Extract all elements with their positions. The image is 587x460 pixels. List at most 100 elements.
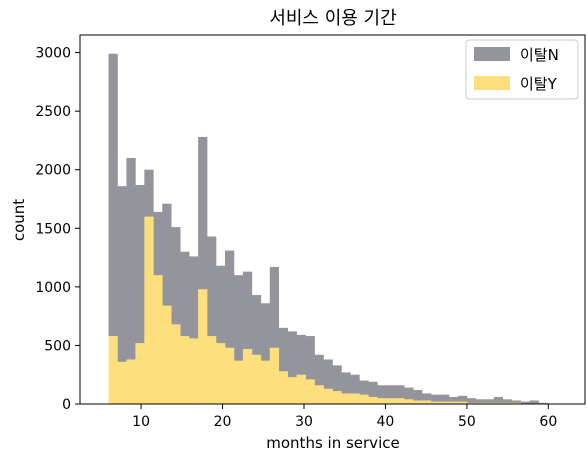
bar-n-14 — [233, 275, 244, 404]
bar-y-36 — [431, 401, 441, 404]
bar-n-26 — [341, 372, 351, 404]
y-tick-label-2500: 2500 — [35, 104, 71, 120]
bar-n-35 — [422, 393, 432, 404]
bar-n-44 — [502, 399, 512, 404]
bar-n-6 — [162, 203, 172, 404]
bar-y-14 — [233, 360, 244, 404]
bars-series-y — [108, 216, 548, 404]
bar-y-1 — [117, 361, 127, 404]
bar-n-41 — [475, 399, 486, 404]
bar-n-40 — [466, 398, 477, 404]
bar-n-10 — [198, 136, 208, 404]
bar-y-21 — [296, 374, 306, 404]
y-tick-label-2000: 2000 — [35, 163, 71, 179]
y-tick-label-500: 500 — [44, 338, 71, 354]
bar-y-44 — [502, 402, 512, 404]
legend-label-y: 이탈Y — [520, 75, 558, 93]
y-axis: 0 500 1000 1500 2000 2500 3000 — [35, 46, 80, 413]
bar-n-3 — [135, 184, 145, 404]
bar-n-17 — [260, 303, 271, 404]
bar-n-2 — [126, 158, 136, 404]
bar-n-19 — [278, 327, 288, 404]
bar-n-29 — [368, 381, 378, 404]
bar-n-30 — [377, 385, 387, 404]
bar-y-27 — [350, 393, 360, 404]
bar-y-8 — [180, 336, 190, 404]
legend-swatch-y — [474, 76, 510, 90]
bar-n-39 — [457, 395, 468, 404]
y-tick-label-1000: 1000 — [35, 280, 71, 296]
bar-n-21 — [296, 334, 306, 404]
bar-y-42 — [484, 402, 495, 404]
x-axis-label: months in service — [266, 434, 399, 452]
bar-y-17 — [260, 360, 271, 404]
bar-y-5 — [153, 275, 163, 404]
x-tick-label-40: 40 — [377, 414, 395, 430]
bar-y-24 — [323, 388, 333, 404]
bar-y-11 — [207, 336, 217, 404]
y-axis-label: count — [10, 199, 28, 241]
bar-y-23 — [314, 385, 324, 404]
bar-y-9 — [189, 338, 199, 404]
bar-y-3 — [135, 343, 145, 404]
bar-y-39 — [457, 401, 468, 404]
bar-n-15 — [242, 271, 253, 404]
bar-y-22 — [305, 379, 315, 404]
bar-n-27 — [350, 374, 360, 404]
bar-y-35 — [422, 400, 432, 404]
bar-n-43 — [493, 396, 504, 404]
bar-y-20 — [287, 377, 297, 404]
x-tick-label-60: 60 — [539, 414, 557, 430]
bar-n-22 — [305, 336, 315, 404]
bar-y-37 — [440, 401, 450, 404]
x-tick-label-10: 10 — [132, 414, 150, 430]
bar-n-42 — [484, 399, 495, 404]
bar-y-41 — [475, 402, 486, 404]
bar-y-28 — [359, 394, 369, 404]
chart-title: 서비스 이용 기간 — [269, 8, 396, 29]
legend: 이탈N 이탈Y — [465, 39, 579, 100]
bar-y-33 — [404, 399, 414, 404]
bar-y-25 — [332, 391, 342, 404]
y-tick-label-3000: 3000 — [35, 46, 71, 62]
x-axis: 10 20 30 40 50 60 — [132, 404, 557, 430]
bar-y-4 — [144, 216, 154, 404]
bar-n-11 — [207, 236, 217, 404]
bar-y-15 — [242, 348, 253, 404]
bar-y-6 — [162, 305, 172, 404]
bar-n-20 — [287, 331, 297, 404]
bar-n-9 — [189, 256, 199, 404]
bar-y-7 — [171, 324, 181, 404]
bar-n-23 — [314, 354, 324, 404]
plot-frame — [79, 34, 586, 405]
bar-n-1 — [117, 186, 127, 404]
bar-y-29 — [368, 396, 378, 404]
bar-n-25 — [332, 365, 342, 404]
bar-n-45 — [511, 400, 521, 404]
bar-y-31 — [386, 398, 396, 404]
bar-y-2 — [126, 359, 136, 404]
bar-y-19 — [278, 371, 288, 404]
x-tick-label-50: 50 — [458, 414, 476, 430]
bar-n-0 — [108, 53, 118, 405]
bar-y-26 — [341, 393, 351, 404]
y-tick-label-1500: 1500 — [35, 221, 71, 237]
bar-y-45 — [511, 402, 521, 404]
legend-swatch-n — [474, 47, 510, 61]
bar-y-34 — [413, 400, 423, 404]
bar-n-13 — [224, 250, 235, 404]
bar-n-24 — [323, 359, 333, 404]
x-tick-label-30: 30 — [295, 414, 313, 430]
bar-n-36 — [431, 394, 441, 404]
bar-n-46 — [520, 401, 530, 404]
bar-y-18 — [269, 347, 280, 404]
bar-n-7 — [171, 227, 181, 404]
bar-y-38 — [448, 401, 459, 404]
bar-n-12 — [216, 265, 226, 404]
bar-n-38 — [448, 396, 459, 404]
bar-n-28 — [359, 380, 369, 404]
bar-n-31 — [386, 385, 396, 404]
bar-n-32 — [395, 385, 405, 404]
bar-n-33 — [404, 387, 414, 404]
bar-y-40 — [466, 402, 477, 404]
